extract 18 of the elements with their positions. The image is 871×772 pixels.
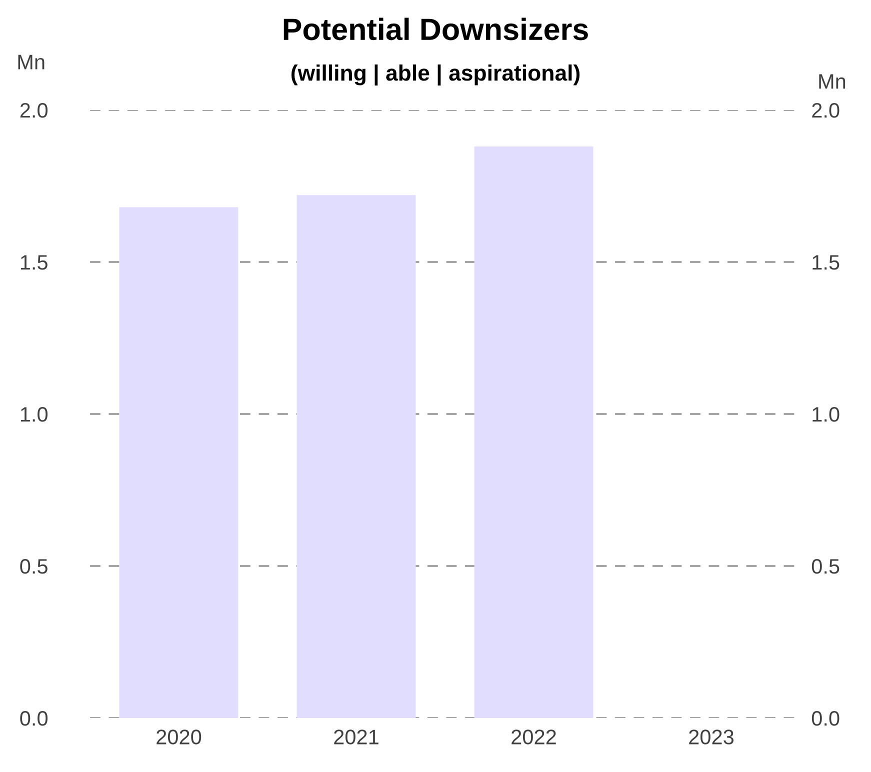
x-tick-label: 2022 [512, 730, 556, 744]
x-tick-label: 2023 [689, 730, 734, 744]
y2-tick-label: 2.0 [812, 103, 840, 118]
y2-tick-label: 0.5 [812, 559, 840, 574]
x-tick-label: 2020 [156, 730, 202, 744]
y-tick-label: 1.5 [20, 255, 48, 270]
y2-tick-label: 1.0 [812, 407, 840, 422]
chart-title: Potential Downsizers [284, 18, 588, 40]
y-tick-label: 0.5 [20, 559, 48, 574]
y-axis-title: Mn [18, 54, 44, 70]
y2-tick-label: 1.5 [812, 255, 840, 270]
x-tick-label: 2021 [334, 730, 378, 744]
y-tick-label: 1.0 [20, 407, 48, 422]
y2-axis-title: Mn [819, 74, 846, 89]
y2-tick-label: 0.0 [812, 711, 840, 726]
y-tick-label: 0.0 [20, 711, 48, 726]
chart-subtitle: (willing | able | aspirational) [291, 64, 580, 86]
y-tick-label: 2.0 [20, 103, 48, 118]
